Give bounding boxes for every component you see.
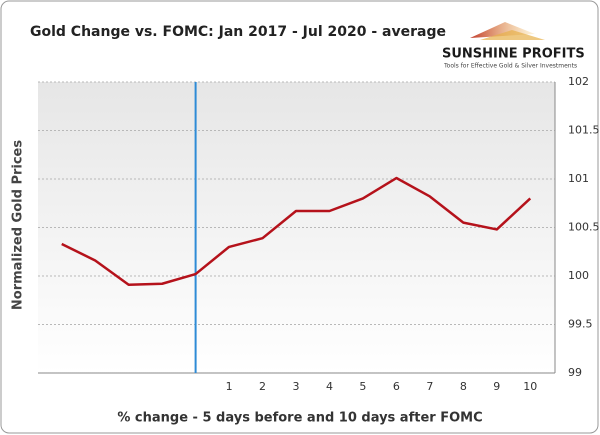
x-tick-label: 7 xyxy=(426,380,433,393)
y-tick-label: 99.5 xyxy=(568,318,593,331)
y-tick-label: 100.5 xyxy=(568,221,600,234)
y-tick-label: 102 xyxy=(568,75,589,88)
x-tick-label: 4 xyxy=(326,380,333,393)
x-tick-label: 8 xyxy=(460,380,467,393)
chart-title: Gold Change vs. FOMC: Jan 2017 - Jul 202… xyxy=(30,24,446,40)
x-axis-label: % change - 5 days before and 10 days aft… xyxy=(117,411,482,426)
logo-name: SUNSHINE PROFITS xyxy=(442,47,585,62)
y-axis-label: Normalized Gold Prices xyxy=(11,140,26,310)
x-tick-label: 9 xyxy=(493,380,500,393)
logo-tagline: Tools for Effective Gold & Silver Invest… xyxy=(443,63,577,70)
y-tick-label: 99 xyxy=(568,366,582,379)
x-tick-label: 1 xyxy=(226,380,233,393)
line-series xyxy=(61,176,532,286)
y-tick-label: 101.5 xyxy=(568,124,600,137)
y-tick-label: 100 xyxy=(568,269,589,282)
x-tick-label: 5 xyxy=(359,380,366,393)
x-tick-label: 2 xyxy=(259,380,266,393)
x-tick-label: 3 xyxy=(293,380,300,393)
y-tick-label: 101 xyxy=(568,172,589,185)
plot-area xyxy=(38,82,555,373)
x-tick-label: 6 xyxy=(393,380,400,393)
x-tick-label: 10 xyxy=(523,380,537,393)
logo-icon xyxy=(470,22,545,40)
